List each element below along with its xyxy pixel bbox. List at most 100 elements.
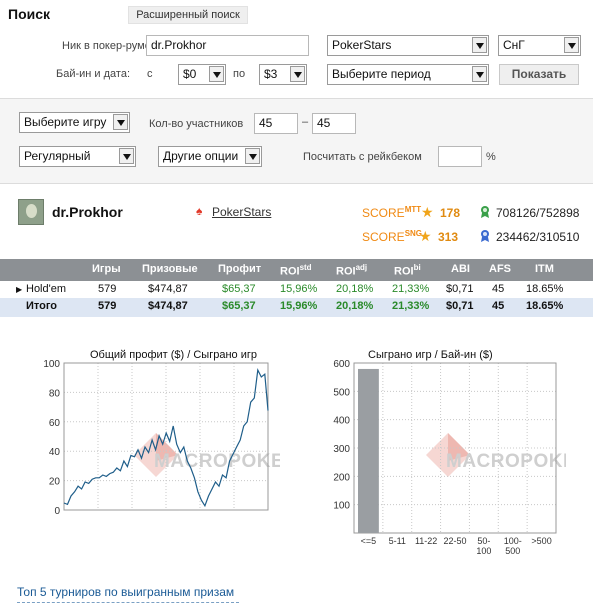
x-tick-label: 100- [504, 536, 522, 546]
x-tick-label: 100 [476, 546, 491, 556]
chevron-down-icon [472, 37, 487, 53]
buyin-from-value: $0 [183, 67, 197, 81]
row-prizes: $474,87 [148, 300, 188, 312]
y-tick-label: 300 [333, 444, 350, 455]
row-roibi: 21,33% [392, 283, 430, 295]
col-prizes: Призовые [142, 263, 198, 275]
profit-chart: MACROPOKER 100 80 60 40 20 0 [43, 359, 280, 517]
percent-sign: % [486, 151, 496, 163]
star-icon: ★ [421, 204, 434, 220]
col-games: Игры [92, 263, 121, 275]
top5-link[interactable]: Топ 5 турниров по выигранным призам [17, 585, 235, 599]
y-tick-label: 400 [333, 416, 350, 427]
chevron-down-icon [245, 148, 260, 164]
row-afs: 45 [492, 283, 505, 295]
room-select-value: PokerStars [332, 38, 392, 52]
sng-score-text: SCORE [362, 230, 405, 244]
watermark-logo: MACROPOKER [426, 433, 566, 477]
chevron-down-icon [564, 37, 579, 53]
row-roibi: 21,33% [392, 300, 430, 312]
players-dash: – [302, 116, 309, 128]
y-tick-label: 100 [43, 359, 60, 370]
games-chart-title: Сыграно игр / Бай-ин ($) [368, 349, 493, 361]
mtt-score-label: SCOREMTT [362, 205, 421, 220]
players-from-input[interactable]: 45 [254, 113, 298, 134]
table-row[interactable]: ▶ Hold'em 579 $474,87 $65,37 15,96% 20,1… [0, 281, 593, 298]
avatar [18, 199, 44, 225]
bar [358, 368, 379, 533]
mtt-score-sup: MTT [404, 205, 422, 214]
y-tick-label: 60 [49, 418, 61, 429]
col-itm: ITM [535, 263, 554, 275]
y-tick-label: 600 [333, 359, 350, 370]
row-name: Итого [26, 300, 58, 312]
stats-table-header: Игры Призовые Профит ROI std ROIadj ROIbi… [0, 259, 593, 281]
room-link[interactable]: PokerStars [212, 205, 272, 219]
buyin-label: Бай-ин и дата: [56, 68, 131, 80]
col-roibi-text: ROI [394, 265, 414, 278]
buyin-to-select[interactable]: $3 [259, 64, 307, 85]
currency-select-value: СнГ [503, 38, 525, 52]
y-tick-label: 20 [49, 477, 61, 488]
game-select[interactable]: Выберите игру [19, 112, 130, 133]
y-tick-label: 500 [333, 387, 350, 398]
rakeback-input[interactable] [438, 146, 482, 167]
player-name: dr.Prokhor [52, 204, 123, 220]
row-prizes: $474,87 [148, 283, 188, 295]
nick-label: Ник в покер-руме: [62, 40, 154, 52]
to-label: по [233, 68, 246, 80]
profit-line-series [63, 367, 269, 508]
x-tick-label: >500 [531, 536, 551, 546]
green-medal-icon [481, 206, 489, 218]
nick-input[interactable]: dr.Prokhor [146, 35, 309, 56]
options-select[interactable]: Другие опции [158, 146, 262, 167]
row-abi: $0,71 [446, 283, 474, 295]
row-name: Hold'em [26, 283, 67, 295]
period-select[interactable]: Выберите период [327, 64, 489, 85]
y-tick-label: 80 [49, 388, 61, 399]
mtt-rank: 708126/752898 [496, 206, 580, 220]
y-tick-label: 0 [54, 506, 60, 517]
buyin-from-select[interactable]: $0 [178, 64, 226, 85]
table-row-total: Итого 579 $474,87 $65,37 15,96% 20,18% 2… [0, 298, 593, 317]
chevron-down-icon [113, 114, 128, 130]
row-roi: 15,96% [280, 283, 318, 295]
type-select[interactable]: Регулярный [19, 146, 136, 167]
row-profit: $65,37 [222, 283, 256, 295]
options-select-value: Другие опции [163, 149, 239, 163]
currency-select[interactable]: СнГ [498, 35, 581, 56]
type-select-value: Регулярный [24, 149, 91, 163]
sng-score-value: 313 [438, 230, 459, 244]
games-chart: MACROPOKER 600 500 400 300 200 100 <=5 5-11 11-… [333, 359, 566, 556]
row-profit: $65,37 [222, 300, 256, 312]
blue-medal-icon [481, 230, 489, 242]
col-roi-sup: std [299, 263, 312, 272]
col-roibi-sup: bi [413, 263, 421, 272]
x-tick-label: 11-22 [415, 536, 437, 546]
chevron-down-icon [119, 148, 134, 164]
game-select-value: Выберите игру [24, 115, 107, 129]
watermark-text: MACROPOKER [446, 451, 566, 472]
row-itm: 18.65% [526, 283, 564, 295]
col-roiadj-sup: adj [355, 263, 368, 272]
plot-border [353, 362, 557, 534]
link-underline [17, 602, 239, 603]
mtt-score-text: SCORE [362, 206, 405, 220]
watermark-text: MACROPOKER [154, 451, 280, 472]
star-icon: ★ [419, 228, 432, 244]
col-profit: Профит [218, 263, 262, 275]
advanced-search-button[interactable]: Расширенный поиск [128, 6, 248, 24]
x-tick-label: <=5 [361, 536, 377, 546]
players-to-input[interactable]: 45 [312, 113, 356, 134]
row-roiadj: 20,18% [336, 300, 374, 312]
x-tick-label: 500 [505, 546, 520, 556]
col-roiadj: ROIadj [336, 263, 367, 278]
period-select-value: Выберите период [332, 67, 431, 81]
expand-triangle-icon[interactable]: ▶ [16, 285, 23, 294]
col-roibi: ROIbi [394, 263, 421, 278]
row-abi: $0,71 [446, 300, 474, 312]
show-button[interactable]: Показать [499, 64, 579, 85]
x-tick-label: 5-11 [389, 536, 406, 546]
room-select[interactable]: PokerStars [327, 35, 489, 56]
pokerstars-icon: ♠ [196, 204, 203, 218]
